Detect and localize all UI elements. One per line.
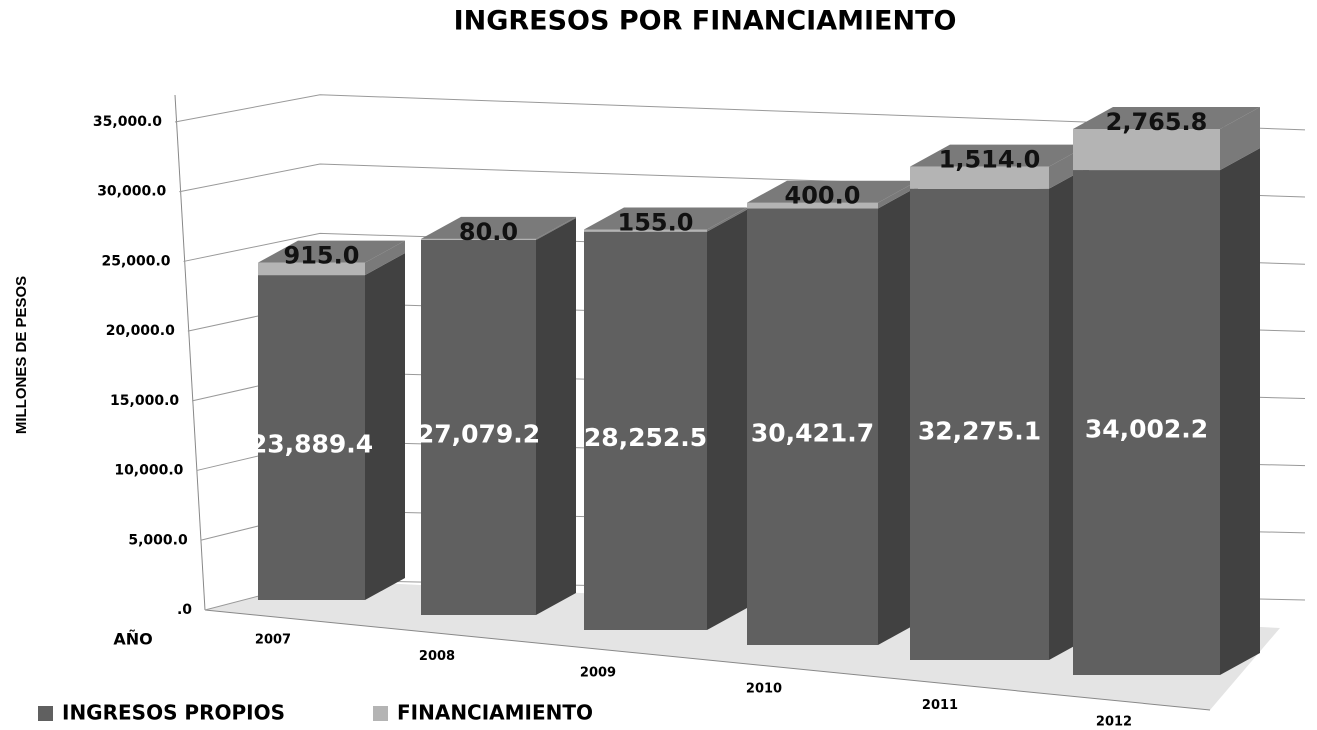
bar-top <box>258 240 405 263</box>
legend-swatch <box>373 706 388 721</box>
bar-top <box>584 207 747 230</box>
bar <box>910 166 1049 189</box>
bar-top <box>910 144 1089 167</box>
bar-top <box>747 180 918 203</box>
y-tick-label: 15,000.0 <box>110 393 179 409</box>
value-label: 27,079.2 <box>417 419 540 448</box>
value-label: 30,421.7 <box>751 419 874 448</box>
x-axis-label: AÑO <box>113 630 152 649</box>
bar-side <box>536 216 576 240</box>
value-label: 32,275.1 <box>918 416 1041 445</box>
bar-side <box>1220 106 1260 171</box>
bar <box>584 229 707 232</box>
chart-title: INGRESOS POR FINANCIAMIENTO <box>454 6 957 37</box>
bar <box>747 202 878 209</box>
bar-side <box>707 209 747 630</box>
x-tick-label: 2008 <box>419 649 455 664</box>
grid-line <box>174 94 1306 131</box>
y-tick-label: 25,000.0 <box>101 253 170 269</box>
x-tick-label: 2011 <box>922 698 958 713</box>
x-axis <box>204 609 1211 711</box>
legend-swatch <box>38 706 53 721</box>
x-tick-label: 2012 <box>1096 715 1132 730</box>
bar <box>584 231 707 630</box>
value-label: 23,889.4 <box>250 430 373 459</box>
bar-side <box>365 240 405 276</box>
bar <box>747 208 878 645</box>
bar-side <box>1220 148 1260 676</box>
y-axis-label: MILLONES DE PESOS <box>13 276 30 434</box>
y-tick-label: 20,000.0 <box>106 323 175 339</box>
y-tick-label: 10,000.0 <box>114 463 183 479</box>
bar-side <box>365 253 405 600</box>
bar-side <box>707 207 747 232</box>
bar-top <box>421 216 576 239</box>
legend-label: FINANCIAMIENTO <box>397 701 593 725</box>
bar <box>1073 128 1220 171</box>
x-tick-label: 2009 <box>580 665 616 680</box>
value-label: 915.0 <box>284 242 360 270</box>
bar-side <box>878 180 918 209</box>
bar-side <box>878 186 918 645</box>
bar <box>258 275 365 600</box>
bar <box>421 238 536 240</box>
value-label: 34,002.2 <box>1085 415 1208 444</box>
value-label: 28,252.5 <box>584 423 707 452</box>
y-tick-label: 30,000.0 <box>97 184 166 200</box>
value-label: 400.0 <box>785 182 861 210</box>
x-tick-label: 2007 <box>255 633 291 648</box>
bar <box>910 188 1049 660</box>
bar-top <box>1073 106 1260 129</box>
legend-label: INGRESOS PROPIOS <box>62 701 285 725</box>
y-tick-label: 35,000.0 <box>93 114 162 130</box>
bar-side <box>536 217 576 616</box>
bar <box>1073 170 1220 676</box>
value-label: 80.0 <box>459 218 518 246</box>
value-label: 2,765.8 <box>1106 108 1208 136</box>
y-axis <box>174 94 206 611</box>
bar <box>258 262 365 276</box>
value-label: 1,514.0 <box>939 146 1041 174</box>
bar <box>421 239 536 616</box>
x-tick-label: 2010 <box>746 682 782 697</box>
y-tick-label: 5,000.0 <box>128 532 188 548</box>
value-label: 155.0 <box>618 208 694 236</box>
y-tick-label: .0 <box>177 602 192 618</box>
